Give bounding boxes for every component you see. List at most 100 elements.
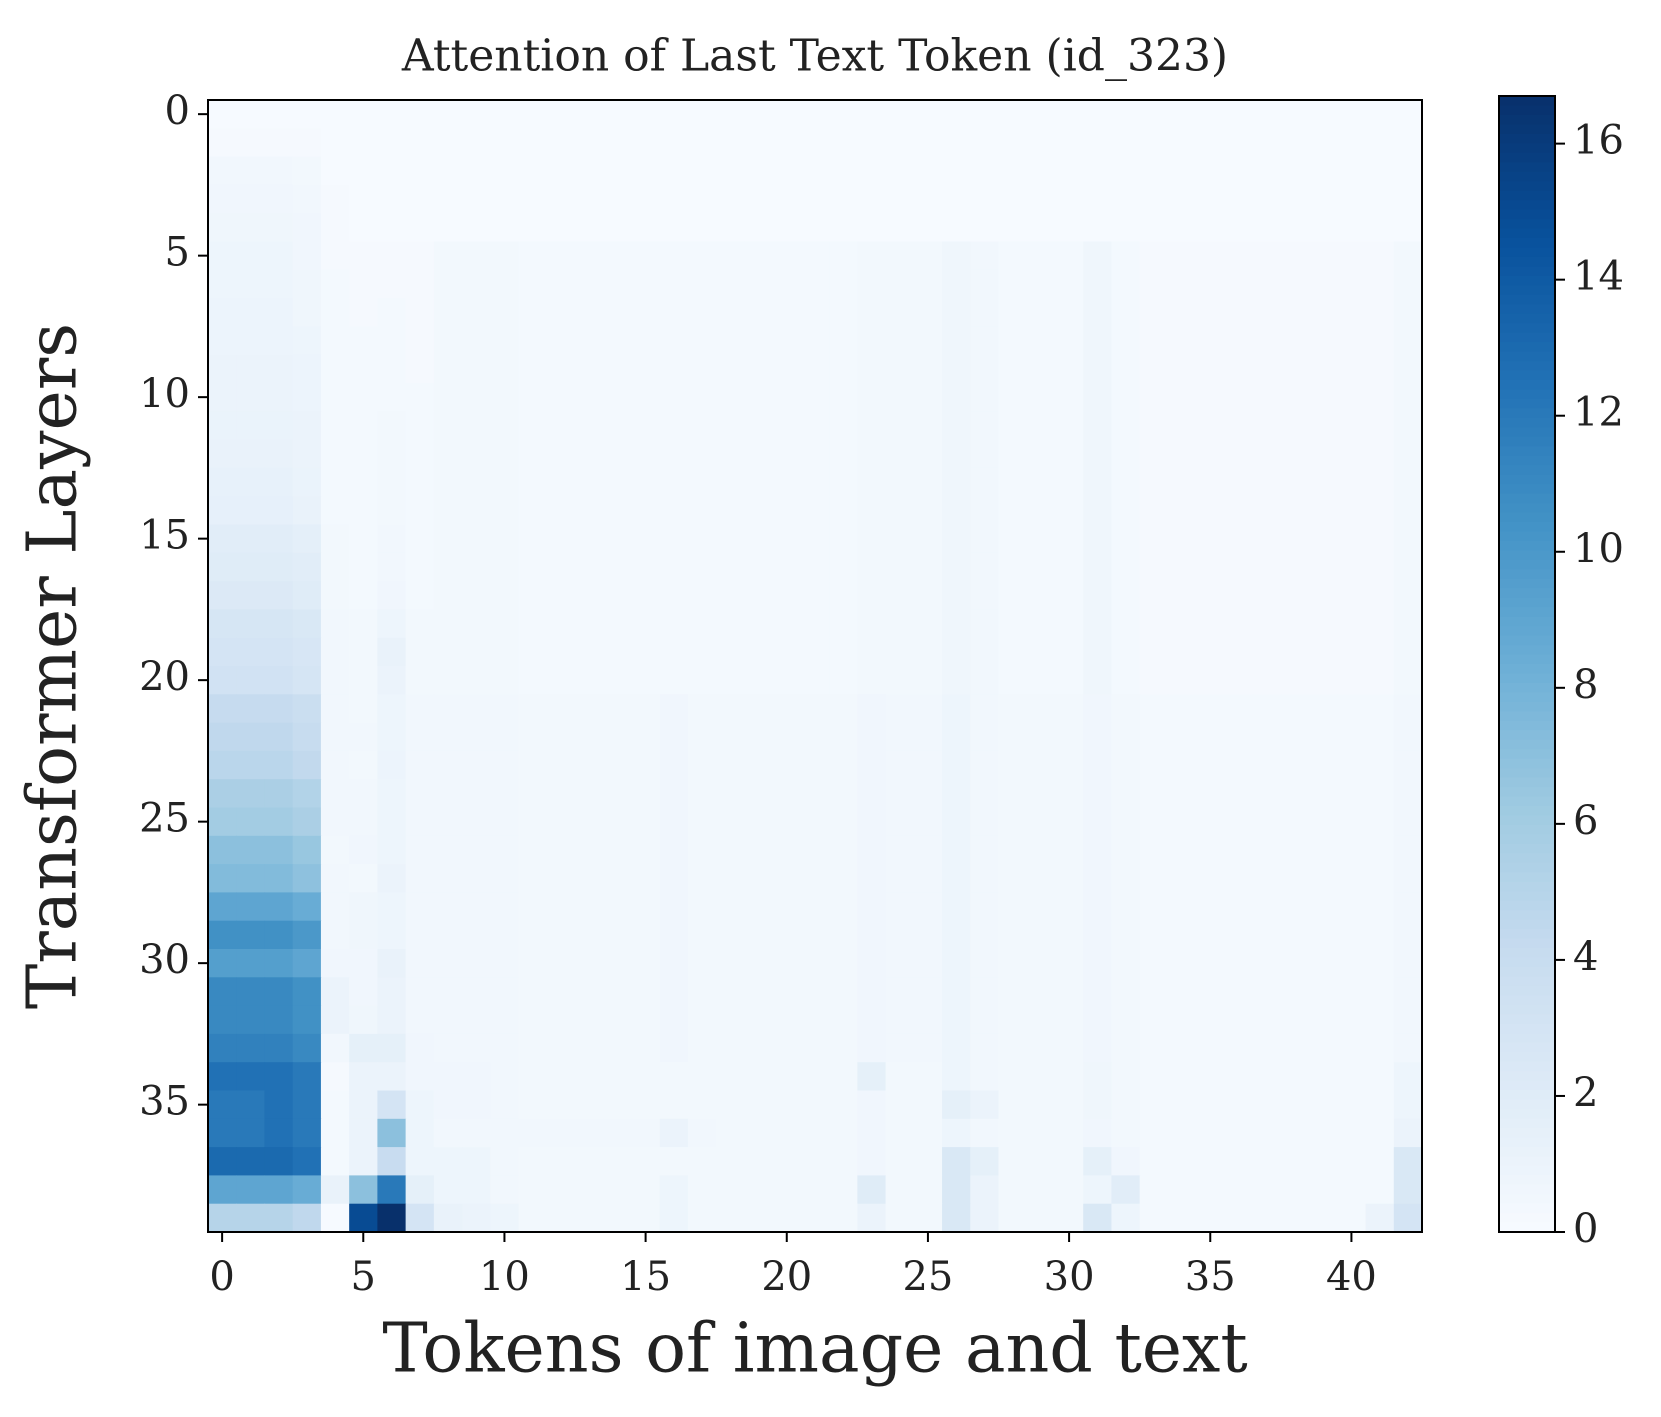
- heatmap-cell: [885, 1005, 915, 1035]
- heatmap-cell: [603, 184, 633, 214]
- heatmap-cell: [687, 1033, 717, 1063]
- heatmap-cell: [292, 354, 322, 384]
- heatmap-cell: [1083, 807, 1113, 837]
- heatmap-cell: [405, 552, 435, 582]
- heatmap-cell: [1083, 269, 1113, 299]
- heatmap-cell: [687, 694, 717, 724]
- heatmap-cell: [687, 977, 717, 1007]
- x-tick-label: 15: [620, 1254, 671, 1300]
- heatmap-cell: [236, 1118, 266, 1148]
- heatmap-cell: [772, 128, 802, 158]
- colorbar-segment: [1499, 417, 1555, 429]
- heatmap-cell: [1337, 128, 1367, 158]
- heatmap-cell: [264, 496, 294, 526]
- heatmap-cell: [1026, 920, 1056, 950]
- heatmap-cell: [208, 1118, 237, 1148]
- heatmap-cell: [208, 949, 237, 978]
- x-tick-label: 10: [479, 1254, 530, 1300]
- heatmap-cell: [292, 100, 322, 129]
- heatmap-cell: [716, 100, 746, 129]
- heatmap-cell: [631, 298, 661, 327]
- heatmap-cell: [1309, 750, 1338, 780]
- heatmap-cell: [659, 722, 689, 752]
- heatmap-cell: [1026, 1062, 1056, 1092]
- heatmap-cell: [462, 128, 491, 158]
- heatmap-cell: [857, 864, 887, 893]
- heatmap-cell: [349, 128, 378, 158]
- heatmap-cell: [659, 241, 689, 271]
- heatmap-cell: [1224, 1090, 1254, 1120]
- heatmap-cell: [208, 1203, 237, 1233]
- heatmap-cell: [377, 128, 407, 158]
- heatmap-cell: [546, 1175, 576, 1205]
- heatmap-cell: [1280, 1175, 1310, 1205]
- heatmap-cell: [942, 298, 971, 327]
- heatmap-cell: [1054, 694, 1084, 724]
- heatmap-cell: [1280, 241, 1310, 271]
- heatmap-cell: [998, 722, 1028, 752]
- heatmap-cell: [659, 439, 689, 469]
- heatmap-cell: [433, 581, 463, 610]
- heatmap-cell: [1139, 213, 1169, 243]
- heatmap-cell: [320, 439, 350, 469]
- heatmap-cell: [772, 609, 802, 639]
- heatmap-cell: [518, 609, 548, 639]
- heatmap-cell: [405, 949, 435, 978]
- heatmap-cell: [970, 467, 1000, 497]
- heatmap-cell: [659, 977, 689, 1007]
- heatmap-cell: [744, 949, 774, 978]
- heatmap-cell: [1365, 213, 1395, 243]
- heatmap-cell: [885, 977, 915, 1007]
- heatmap-cell: [292, 1033, 322, 1063]
- heatmap-cell: [320, 807, 350, 837]
- heatmap-cell: [885, 241, 915, 271]
- heatmap-cell: [1196, 552, 1225, 582]
- heatmap-cell: [1026, 1118, 1056, 1148]
- heatmap-cell: [575, 835, 604, 865]
- heatmap-cell: [1252, 100, 1282, 129]
- heatmap-cell: [349, 496, 378, 526]
- heatmap-cell: [913, 128, 943, 158]
- heatmap-cell: [377, 184, 407, 214]
- heatmap-cell: [518, 467, 548, 497]
- heatmap-cell: [575, 269, 604, 299]
- heatmap-cell: [659, 326, 689, 356]
- colorbar-segment: [1499, 370, 1555, 381]
- heatmap-cell: [659, 1062, 689, 1092]
- heatmap-cell: [942, 694, 971, 724]
- heatmap-cell: [546, 694, 576, 724]
- colorbar-segment: [1499, 294, 1555, 306]
- heatmap-cell: [744, 637, 774, 667]
- heatmap-cell: [546, 439, 576, 469]
- heatmap-cell: [942, 411, 971, 441]
- heatmap-cell: [462, 1203, 491, 1233]
- heatmap-cell: [1393, 128, 1423, 158]
- colorbar-frame: [1498, 95, 1556, 1233]
- heatmap-cell: [575, 1062, 604, 1092]
- heatmap-cell: [405, 213, 435, 243]
- heatmap-cell: [913, 581, 943, 610]
- heatmap-cell: [1337, 1090, 1367, 1120]
- heatmap-cell: [405, 326, 435, 356]
- heatmap-cell: [998, 779, 1028, 809]
- heatmap-cell: [208, 1175, 237, 1205]
- colorbar-segment: [1499, 588, 1555, 599]
- heatmap-cell: [236, 1062, 266, 1092]
- heatmap-cell: [1337, 864, 1367, 893]
- heatmap-cell: [885, 892, 915, 922]
- heatmap-cell: [1111, 241, 1141, 271]
- heatmap-cell: [857, 637, 887, 667]
- colorbar-segment: [1499, 787, 1555, 798]
- heatmap-cell: [490, 496, 520, 526]
- heatmap-cell: [236, 666, 266, 695]
- heatmap-cell: [1054, 609, 1084, 639]
- heatmap-cell: [1365, 383, 1395, 412]
- heatmap-cell: [518, 298, 548, 327]
- heatmap-cell: [377, 1005, 407, 1035]
- heatmap-cell: [320, 835, 350, 865]
- heatmap-cell: [575, 156, 604, 186]
- heatmap-cell: [659, 1147, 689, 1176]
- heatmap-cell: [1252, 694, 1282, 724]
- heatmap-cell: [998, 666, 1028, 695]
- heatmap-cell: [490, 609, 520, 639]
